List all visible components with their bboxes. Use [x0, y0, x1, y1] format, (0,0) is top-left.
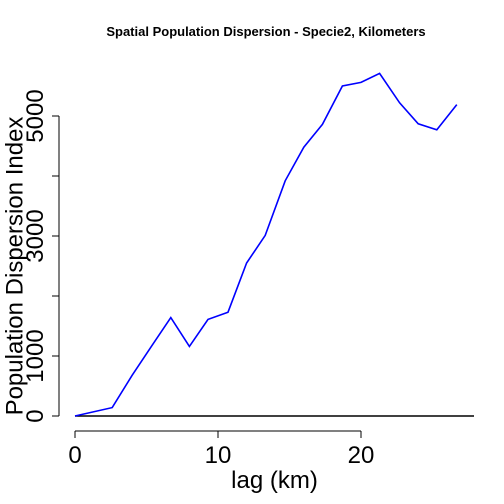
- x-axis: 0 10 20: [68, 430, 375, 469]
- x-tick-label: 10: [205, 442, 232, 469]
- chart-title: Spatial Population Dispersion - Specie2,…: [106, 24, 425, 39]
- y-axis-label: Population Dispersion Index: [1, 117, 28, 416]
- x-tick-label: 0: [68, 442, 81, 469]
- series-line-1: [74, 72, 458, 417]
- y-tick-label: 0: [22, 409, 49, 422]
- y-tick-label: 5000: [22, 89, 49, 142]
- y-axis: 0 1000 3000 5000: [22, 89, 60, 423]
- y-tick-label: 3000: [22, 209, 49, 262]
- x-axis-label: lag (km): [231, 467, 318, 494]
- series-group: [74, 72, 458, 417]
- x-tick-label: 20: [348, 442, 375, 469]
- y-tick-label: 1000: [22, 329, 49, 382]
